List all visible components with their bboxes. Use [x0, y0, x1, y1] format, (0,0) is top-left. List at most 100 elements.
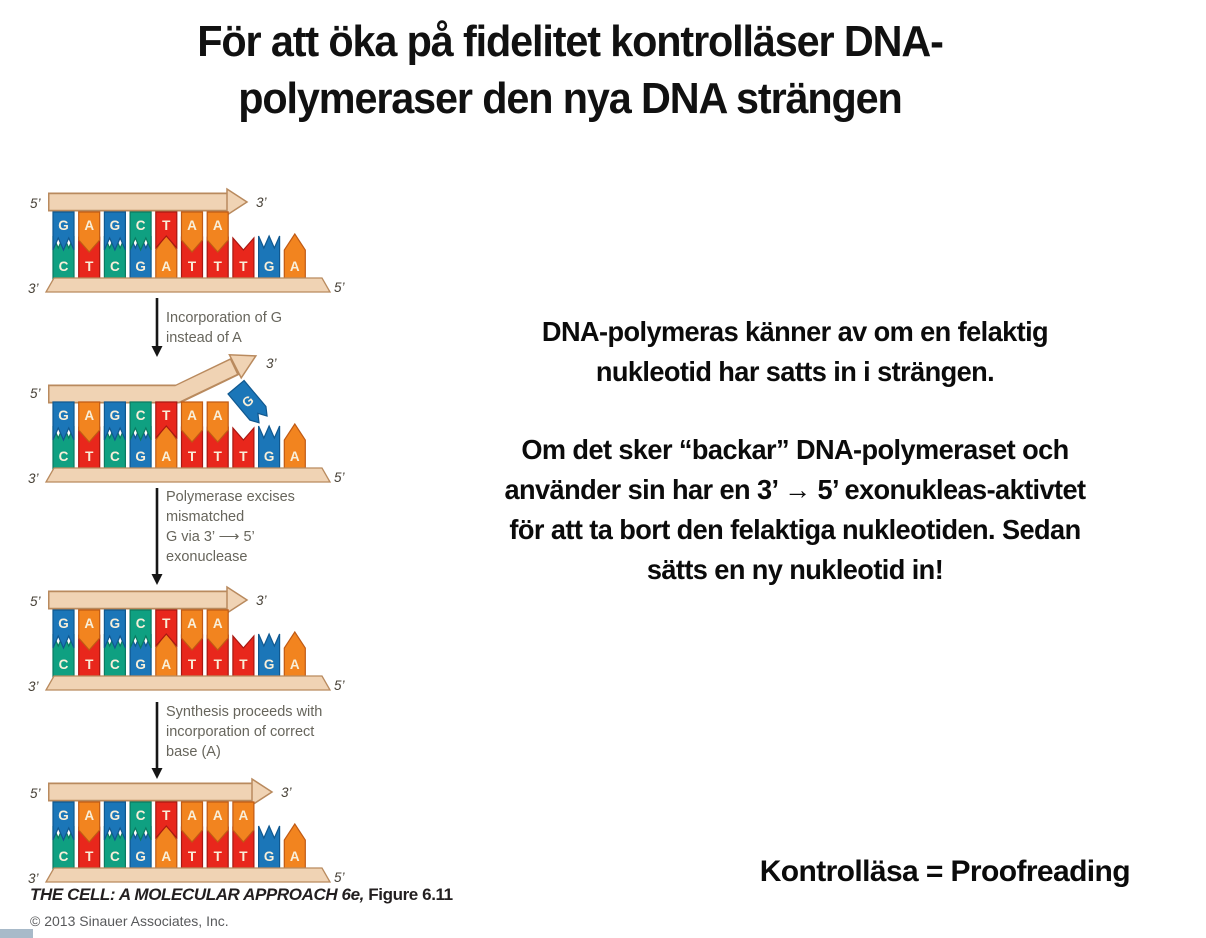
- base-letter: A: [290, 259, 300, 274]
- intro-paragraph: DNA-polymeras känner av om en felaktig n…: [460, 312, 1129, 392]
- template-base-A: [283, 822, 306, 873]
- new-base-T: [155, 801, 178, 840]
- new-base-T: [155, 211, 178, 250]
- figure-number: Figure 6.11: [363, 885, 453, 904]
- template-base-A: [283, 630, 306, 681]
- strand-end-label: 3’: [281, 785, 293, 800]
- new-base-A: [232, 801, 255, 843]
- body-text: DNA-polymeras känner av om en felaktig n…: [460, 312, 1129, 590]
- base-letter: T: [162, 408, 171, 423]
- template-backbone-bar: [44, 277, 332, 293]
- dna-panel-1-initial-strand: 3’C T C G A T T T G AG A G C T A A5’3’ 5’: [28, 187, 346, 296]
- base-letter: T: [85, 259, 94, 274]
- base-letter: C: [110, 657, 120, 672]
- dna-panel-2-mismatch-added: 3’C T C G A T T T G AG A G C T A AG5’3’ 5’: [28, 353, 346, 486]
- template-base-G: [258, 234, 281, 283]
- step-label-line: G via 3’ ⟶ 5’: [166, 529, 255, 545]
- step-3: Synthesis proceeds with incorporation of …: [151, 702, 322, 779]
- template-backbone-bar: [44, 867, 332, 883]
- base-letter: T: [214, 259, 223, 274]
- dna-proofreading-figure: 3’C T C G A T T T G AG A G C T A A5’3’ 5’3’C T C G A T T T G AG A G…: [28, 187, 346, 886]
- base-letter: A: [161, 449, 171, 464]
- base-letter: A: [84, 218, 94, 233]
- template-base-G: [258, 824, 281, 873]
- arrowhead-icon: [151, 768, 163, 779]
- base-letter: T: [188, 259, 197, 274]
- base-letter: G: [58, 616, 69, 631]
- strand-end-label: 5’: [30, 786, 42, 801]
- new-base-C: [129, 211, 152, 252]
- base-letter: C: [59, 259, 69, 274]
- base-letter: A: [290, 657, 300, 672]
- base-letter: A: [239, 808, 249, 823]
- base-letter: A: [84, 616, 94, 631]
- template-backbone-bar: [44, 675, 332, 691]
- body-line: sätts en ny nukleotid in!: [646, 554, 944, 585]
- strand-end-label: 5’: [334, 470, 346, 485]
- base-letter: T: [188, 657, 197, 672]
- template-backbone-bar: [44, 467, 332, 483]
- template-base-A: [283, 422, 306, 473]
- base-letter: G: [58, 808, 69, 823]
- strand-end-label: 5’: [334, 870, 346, 885]
- base-letter: T: [214, 657, 223, 672]
- new-base-G: [52, 801, 75, 842]
- new-base-G: [52, 609, 75, 650]
- step-label-line: exonuclease: [166, 549, 247, 565]
- base-letter: A: [290, 449, 300, 464]
- template-base-G: [258, 632, 281, 681]
- dna-panel-4-corrected-strand: 3’C T C G A T T T G AG A G C T A A A5’3’ 5’: [28, 777, 346, 886]
- new-base-C: [129, 609, 152, 650]
- base-letter: A: [290, 849, 300, 864]
- slide-title: För att öka på fidelitet kontrolläser DN…: [34, 13, 1106, 127]
- new-base-T: [155, 609, 178, 648]
- strand-end-label: 5’: [30, 594, 42, 609]
- base-letter: T: [239, 449, 248, 464]
- base-letter: G: [58, 408, 69, 423]
- new-base-G: [52, 401, 75, 442]
- template-base-A: [283, 232, 306, 283]
- base-letter: A: [213, 218, 223, 233]
- arrowhead-icon: [226, 585, 249, 615]
- arrowhead-icon: [226, 187, 249, 217]
- base-letter: C: [59, 849, 69, 864]
- base-letter: A: [213, 616, 223, 631]
- copyright-line: © 2013 Sinauer Associates, Inc.: [30, 913, 229, 929]
- new-base-G: [103, 801, 127, 842]
- body-line: Om det sker “backar” DNA-polymeraset och: [521, 434, 1069, 465]
- strand-end-label: 3’: [256, 593, 268, 608]
- arrowhead-icon: [151, 574, 163, 585]
- base-letter: G: [110, 408, 121, 423]
- book-title: THE CELL: A MOLECULAR APPROACH 6e,: [30, 885, 364, 904]
- new-base-A: [78, 801, 101, 843]
- strand-end-label: 3’: [266, 356, 278, 371]
- strand-end-label: 3’: [28, 281, 40, 296]
- arrowhead-icon: [228, 353, 258, 380]
- dna-panel-3-mismatch-excised: 3’C T C G A T T T G AG A G C T A A5’3’ 5’: [28, 585, 346, 694]
- base-letter: C: [136, 808, 146, 823]
- new-base-G: [103, 401, 127, 442]
- step-2: Polymerase excises mismatched G via 3’ ⟶ 5…: [151, 488, 295, 585]
- step-label-line: instead of A: [166, 330, 242, 346]
- base-letter: A: [161, 657, 171, 672]
- body-line: använder sin har en 3’ → 5’ exonukleas-a…: [504, 474, 1087, 505]
- base-letter: T: [188, 449, 197, 464]
- base-letter: G: [110, 218, 121, 233]
- base-letter: C: [110, 259, 120, 274]
- strand-end-label: 3’: [256, 195, 268, 210]
- strand-end-label: 5’: [334, 280, 346, 295]
- slide-title-line1: För att öka på fidelitet kontrolläser DN…: [197, 17, 944, 66]
- base-letter: G: [264, 657, 275, 672]
- detail-paragraph: Om det sker “backar” DNA-polymeraset och…: [460, 430, 1129, 590]
- base-letter: T: [239, 657, 248, 672]
- slide-title-line2: polymeraser den nya DNA strängen: [238, 74, 903, 123]
- new-base-A: [206, 401, 229, 443]
- base-letter: G: [135, 259, 146, 274]
- base-letter: G: [110, 616, 121, 631]
- arrowhead-icon: [251, 777, 274, 807]
- step-label-line: incorporation of correct: [166, 724, 314, 740]
- base-letter: T: [85, 449, 94, 464]
- base-letter: C: [110, 449, 120, 464]
- strand-end-label: 3’: [28, 871, 40, 886]
- step-label-line: Synthesis proceeds with: [166, 704, 322, 720]
